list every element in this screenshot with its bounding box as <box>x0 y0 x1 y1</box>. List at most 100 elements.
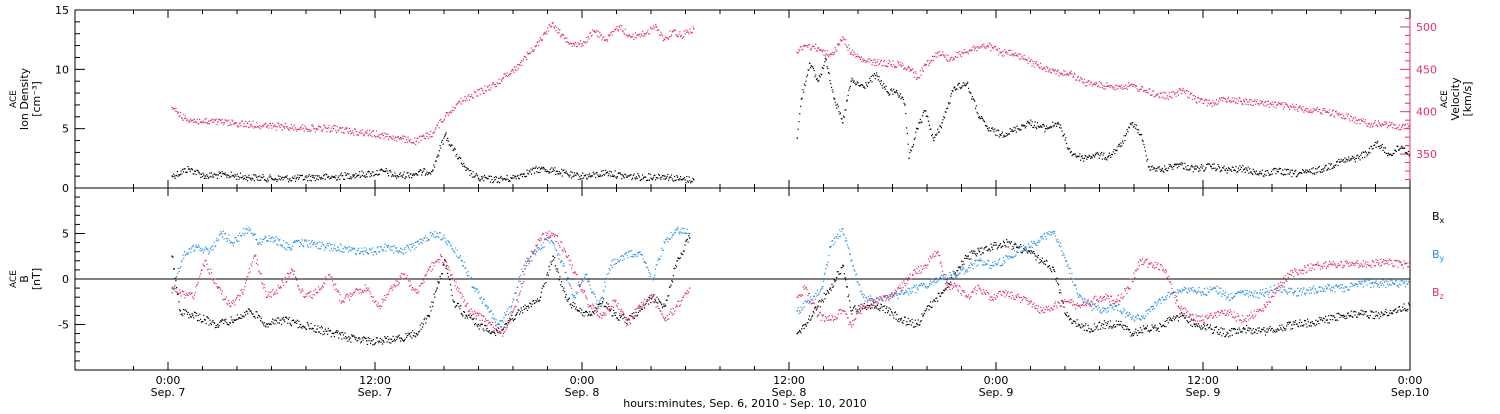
data-point <box>193 173 194 174</box>
data-point <box>1398 129 1399 130</box>
data-point <box>587 174 588 175</box>
data-point <box>342 175 343 176</box>
data-point <box>1277 104 1278 105</box>
data-point <box>1001 133 1002 134</box>
data-point <box>575 308 576 309</box>
data-point <box>1272 173 1273 174</box>
data-point <box>248 175 249 176</box>
data-point <box>378 342 379 343</box>
data-point <box>1382 150 1383 151</box>
data-point <box>875 75 876 76</box>
data-point <box>599 32 600 33</box>
data-point <box>1468 148 1469 149</box>
data-point <box>383 342 384 343</box>
data-point <box>1170 97 1171 98</box>
data-point <box>1159 166 1160 167</box>
data-point <box>421 322 422 323</box>
data-point <box>211 172 212 173</box>
data-point <box>322 131 323 132</box>
data-point <box>1239 170 1240 171</box>
data-point <box>1440 134 1441 135</box>
data-point <box>1208 102 1209 103</box>
data-point <box>602 301 603 302</box>
data-point <box>481 88 482 89</box>
data-point <box>196 174 197 175</box>
data-point <box>573 43 574 44</box>
data-point <box>587 315 588 316</box>
data-point <box>1216 169 1217 170</box>
data-point <box>683 36 684 37</box>
data-point <box>1317 171 1318 172</box>
data-point <box>571 307 572 308</box>
data-point <box>547 272 548 273</box>
data-point <box>1050 126 1051 127</box>
data-point <box>280 179 281 180</box>
data-point <box>1414 128 1415 129</box>
data-point <box>1442 164 1443 165</box>
data-point <box>1044 125 1045 126</box>
data-point <box>1103 154 1104 155</box>
data-point <box>545 282 546 283</box>
data-point <box>191 317 192 318</box>
data-point <box>1336 113 1337 114</box>
data-point <box>1281 102 1282 103</box>
data-point <box>1148 166 1149 167</box>
data-point <box>1377 126 1378 127</box>
data-point <box>453 107 454 108</box>
data-point <box>216 174 217 175</box>
data-point <box>1170 164 1171 165</box>
data-point <box>197 320 198 321</box>
data-point <box>986 126 987 127</box>
data-point <box>630 174 631 175</box>
data-point <box>526 170 527 171</box>
data-point <box>425 322 426 323</box>
data-point <box>440 119 441 120</box>
data-point <box>1191 93 1192 94</box>
data-point <box>649 180 650 181</box>
data-point <box>468 168 469 169</box>
data-point <box>1322 168 1323 169</box>
data-point <box>1214 163 1215 164</box>
data-point <box>927 116 928 117</box>
data-point <box>204 122 205 123</box>
data-point <box>1458 134 1459 135</box>
data-point <box>1467 141 1468 142</box>
data-point <box>1272 104 1273 105</box>
data-point <box>813 46 814 47</box>
x-tick-date: Sep. 9 <box>1186 386 1221 399</box>
data-point <box>982 46 983 47</box>
data-point <box>999 136 1000 137</box>
data-point <box>396 339 397 340</box>
data-point <box>277 317 278 318</box>
data-point <box>518 310 519 311</box>
data-point <box>391 138 392 139</box>
data-point <box>1413 160 1414 161</box>
data-point <box>1119 144 1120 145</box>
data-point <box>187 171 188 172</box>
data-point <box>1425 129 1426 130</box>
x-tick-date: Sep. 8 <box>565 386 600 399</box>
data-point <box>1191 165 1192 166</box>
data-point <box>601 303 602 304</box>
data-point <box>1059 127 1060 128</box>
data-point <box>1273 106 1274 107</box>
data-point <box>1153 90 1154 91</box>
data-point <box>1180 164 1181 165</box>
data-point <box>1127 89 1128 90</box>
data-point <box>401 137 402 138</box>
data-point <box>258 180 259 181</box>
data-point <box>448 141 449 142</box>
data-point <box>1282 170 1283 171</box>
data-point <box>365 132 366 133</box>
data-point <box>1315 110 1316 111</box>
data-point <box>286 318 287 319</box>
data-point <box>1136 125 1137 126</box>
data-point <box>348 178 349 179</box>
data-point <box>1213 168 1214 169</box>
data-point <box>508 75 509 76</box>
data-point <box>1075 74 1076 75</box>
data-point <box>1439 163 1440 164</box>
data-point <box>472 171 473 172</box>
data-point <box>207 316 208 317</box>
data-point <box>178 112 179 113</box>
